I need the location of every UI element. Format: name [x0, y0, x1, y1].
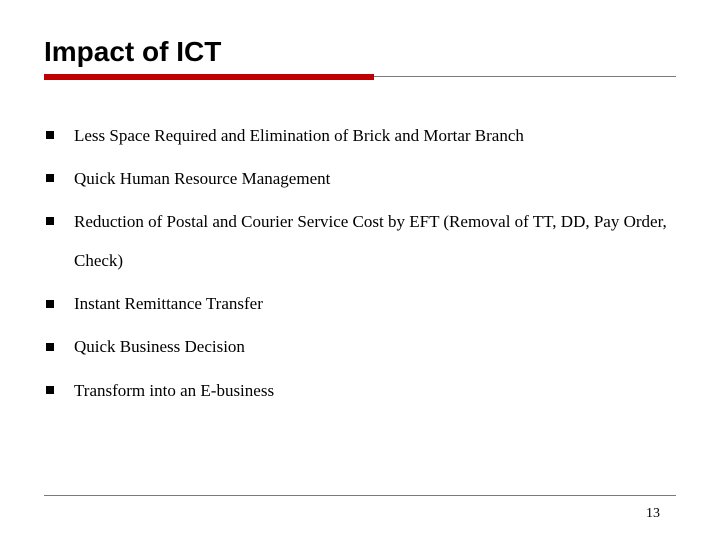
list-item: Less Space Required and Elimination of B…	[44, 116, 676, 155]
bullet-text: Quick Business Decision	[74, 337, 245, 356]
title-underline	[44, 74, 676, 88]
square-bullet-icon	[46, 131, 54, 139]
bullet-text: Instant Remittance Transfer	[74, 294, 263, 313]
square-bullet-icon	[46, 343, 54, 351]
list-item: Quick Human Resource Management	[44, 159, 676, 198]
square-bullet-icon	[46, 174, 54, 182]
page-number: 13	[646, 506, 660, 522]
list-item: Quick Business Decision	[44, 327, 676, 366]
underline-thick	[44, 74, 374, 80]
bullet-text: Reduction of Postal and Courier Service …	[74, 212, 667, 270]
bullet-text: Quick Human Resource Management	[74, 169, 330, 188]
footer-rule	[44, 495, 676, 496]
list-item: Transform into an E-business	[44, 371, 676, 410]
bullet-list: Less Space Required and Elimination of B…	[44, 116, 676, 410]
page-title: Impact of ICT	[44, 36, 676, 68]
slide: Impact of ICT Less Space Required and El…	[0, 0, 720, 540]
square-bullet-icon	[46, 217, 54, 225]
bullet-text: Transform into an E-business	[74, 381, 274, 400]
square-bullet-icon	[46, 300, 54, 308]
list-item: Instant Remittance Transfer	[44, 284, 676, 323]
list-item: Reduction of Postal and Courier Service …	[44, 202, 676, 280]
bullet-text: Less Space Required and Elimination of B…	[74, 126, 524, 145]
square-bullet-icon	[46, 386, 54, 394]
